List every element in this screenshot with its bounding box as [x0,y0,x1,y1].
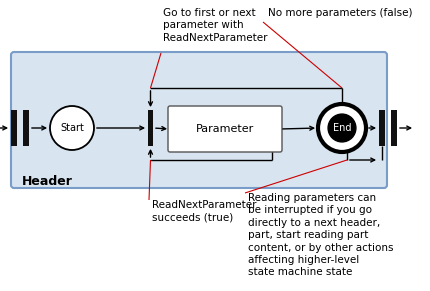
Circle shape [50,106,94,150]
Text: Start: Start [60,123,84,133]
Text: Header: Header [22,175,73,188]
Text: Go to first or next
parameter with
ReadNextParameter: Go to first or next parameter with ReadN… [163,8,267,43]
Circle shape [327,114,355,142]
FancyBboxPatch shape [11,52,386,188]
Text: Reading parameters can
be interrupted if you go
directly to a next header,
part,: Reading parameters can be interrupted if… [247,193,393,277]
Bar [11,110,17,146]
Bar [378,110,384,146]
Text: ReadNextParameter
succeeds (true): ReadNextParameter succeeds (true) [152,200,256,222]
Text: End: End [332,123,350,133]
Text: Parameter: Parameter [195,124,254,134]
FancyBboxPatch shape [168,106,281,152]
Bar [390,110,396,146]
Text: No more parameters (false): No more parameters (false) [267,8,412,18]
Bar [147,110,153,146]
Circle shape [317,104,365,152]
Bar [23,110,29,146]
